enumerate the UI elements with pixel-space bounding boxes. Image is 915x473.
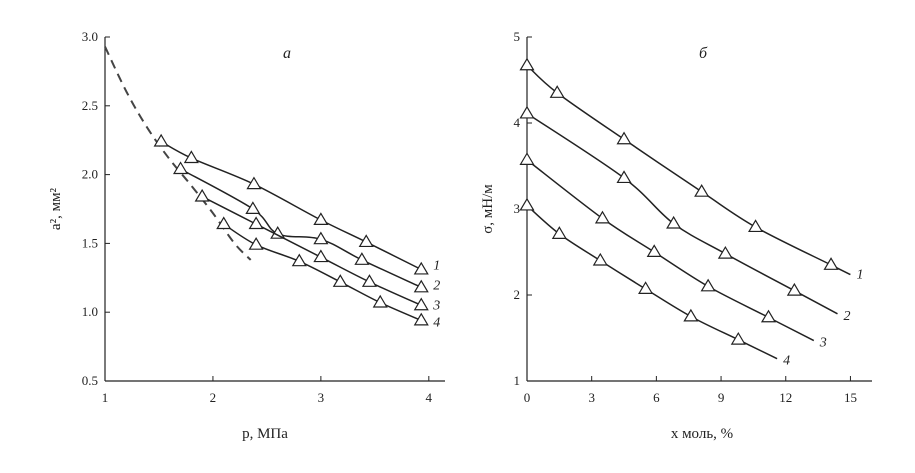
series-1-point xyxy=(153,133,169,147)
series-3-label: 3 xyxy=(819,336,827,351)
x-tick-label: 4 xyxy=(426,390,433,405)
y-tick-label: 4 xyxy=(514,115,521,130)
series-4-point xyxy=(730,331,746,345)
series-3-point xyxy=(194,188,210,202)
x-tick-label: 15 xyxy=(844,390,857,405)
series-2-point xyxy=(354,252,370,265)
series-1-point xyxy=(413,261,429,275)
panel-a: 1 2 3 4 0.5 1.0 1.5 2.0 2.5 3.0 p, МПа a², мм² a 1 2 3 4 xyxy=(48,29,445,442)
x-axis-label: x моль, % xyxy=(671,426,733,442)
series-1-point xyxy=(748,219,764,233)
series-4-point xyxy=(413,312,429,326)
x-tick-label: 12 xyxy=(779,390,792,405)
series-3-point xyxy=(413,297,429,311)
series-3-point xyxy=(760,309,777,323)
series-3-point xyxy=(646,244,662,257)
series-3-point xyxy=(700,278,716,292)
series-1-point xyxy=(549,85,565,98)
series-2-point xyxy=(666,215,682,229)
x-tick-label: 3 xyxy=(318,390,325,405)
x-tick-label: 1 xyxy=(102,390,109,405)
panel-title: б xyxy=(699,45,708,62)
series-4-point xyxy=(683,308,699,322)
dashed-boundary-curve xyxy=(104,46,252,261)
series-1-point xyxy=(616,131,632,145)
series-3-line xyxy=(201,195,422,306)
x-axis-label: p, МПа xyxy=(242,426,288,442)
series-1-point xyxy=(358,234,374,248)
x-tick-label: 0 xyxy=(524,390,531,405)
y-tick-label: 2.5 xyxy=(82,98,98,113)
series-1-point xyxy=(823,257,839,270)
x-tick-label: 3 xyxy=(588,390,595,405)
series-4-point xyxy=(638,281,654,294)
series-4-label: 4 xyxy=(433,315,440,330)
series-4-point xyxy=(551,226,567,239)
series-3-label: 3 xyxy=(432,298,440,313)
series-2-line xyxy=(526,112,838,315)
series-2-point xyxy=(173,161,189,175)
series-2-point xyxy=(245,201,261,214)
series-1-line xyxy=(526,64,851,276)
series-2-label: 2 xyxy=(844,309,851,324)
y-axis-label: σ, мН/м xyxy=(480,184,496,234)
y-tick-label: 0.5 xyxy=(82,373,98,388)
series-1-point xyxy=(313,212,329,226)
series-4-point xyxy=(216,216,232,230)
series-4-point xyxy=(332,274,348,287)
series-1-point xyxy=(246,176,262,190)
series-2-point xyxy=(786,282,802,296)
series-2-point xyxy=(413,279,429,293)
series-2-point xyxy=(717,245,733,259)
series-3-point xyxy=(313,249,329,263)
y-tick-label: 3.0 xyxy=(82,29,98,44)
y-tick-label: 2.0 xyxy=(82,167,98,182)
series-2-line xyxy=(180,168,422,289)
series-4-label: 4 xyxy=(783,354,790,369)
series-1-line xyxy=(160,140,422,271)
series-2-point xyxy=(313,231,329,245)
series-3-point xyxy=(361,274,377,287)
series-4-point xyxy=(592,252,608,266)
panel-title: a xyxy=(283,45,291,62)
y-tick-label: 2 xyxy=(514,287,521,302)
series-4-point xyxy=(372,294,388,308)
x-tick-label: 2 xyxy=(210,390,217,405)
y-tick-label: 3 xyxy=(514,201,521,216)
series-2-point xyxy=(519,105,535,119)
y-tick-label: 1.0 xyxy=(82,304,98,319)
x-tick-label: 6 xyxy=(653,390,660,405)
series-4-point xyxy=(248,236,264,250)
y-tick-label: 5 xyxy=(514,29,521,44)
y-tick-label: 1 xyxy=(514,373,521,388)
y-tick-label: 1.5 xyxy=(82,235,98,250)
series-1-point xyxy=(694,184,710,197)
series-4-point xyxy=(519,197,535,211)
series-3-point xyxy=(594,210,611,224)
y-axis-label: a², мм² xyxy=(48,187,64,230)
series-2-label: 2 xyxy=(433,278,440,293)
series-3-point xyxy=(519,152,535,165)
series-3-point xyxy=(248,216,264,230)
series-1-point xyxy=(519,57,535,71)
x-tick-label: 9 xyxy=(718,390,725,405)
series-4-point xyxy=(291,253,307,267)
series-1-label: 1 xyxy=(433,259,440,274)
series-1-point xyxy=(183,150,199,164)
series-2-point xyxy=(616,170,632,184)
series-1-label: 1 xyxy=(856,268,863,283)
